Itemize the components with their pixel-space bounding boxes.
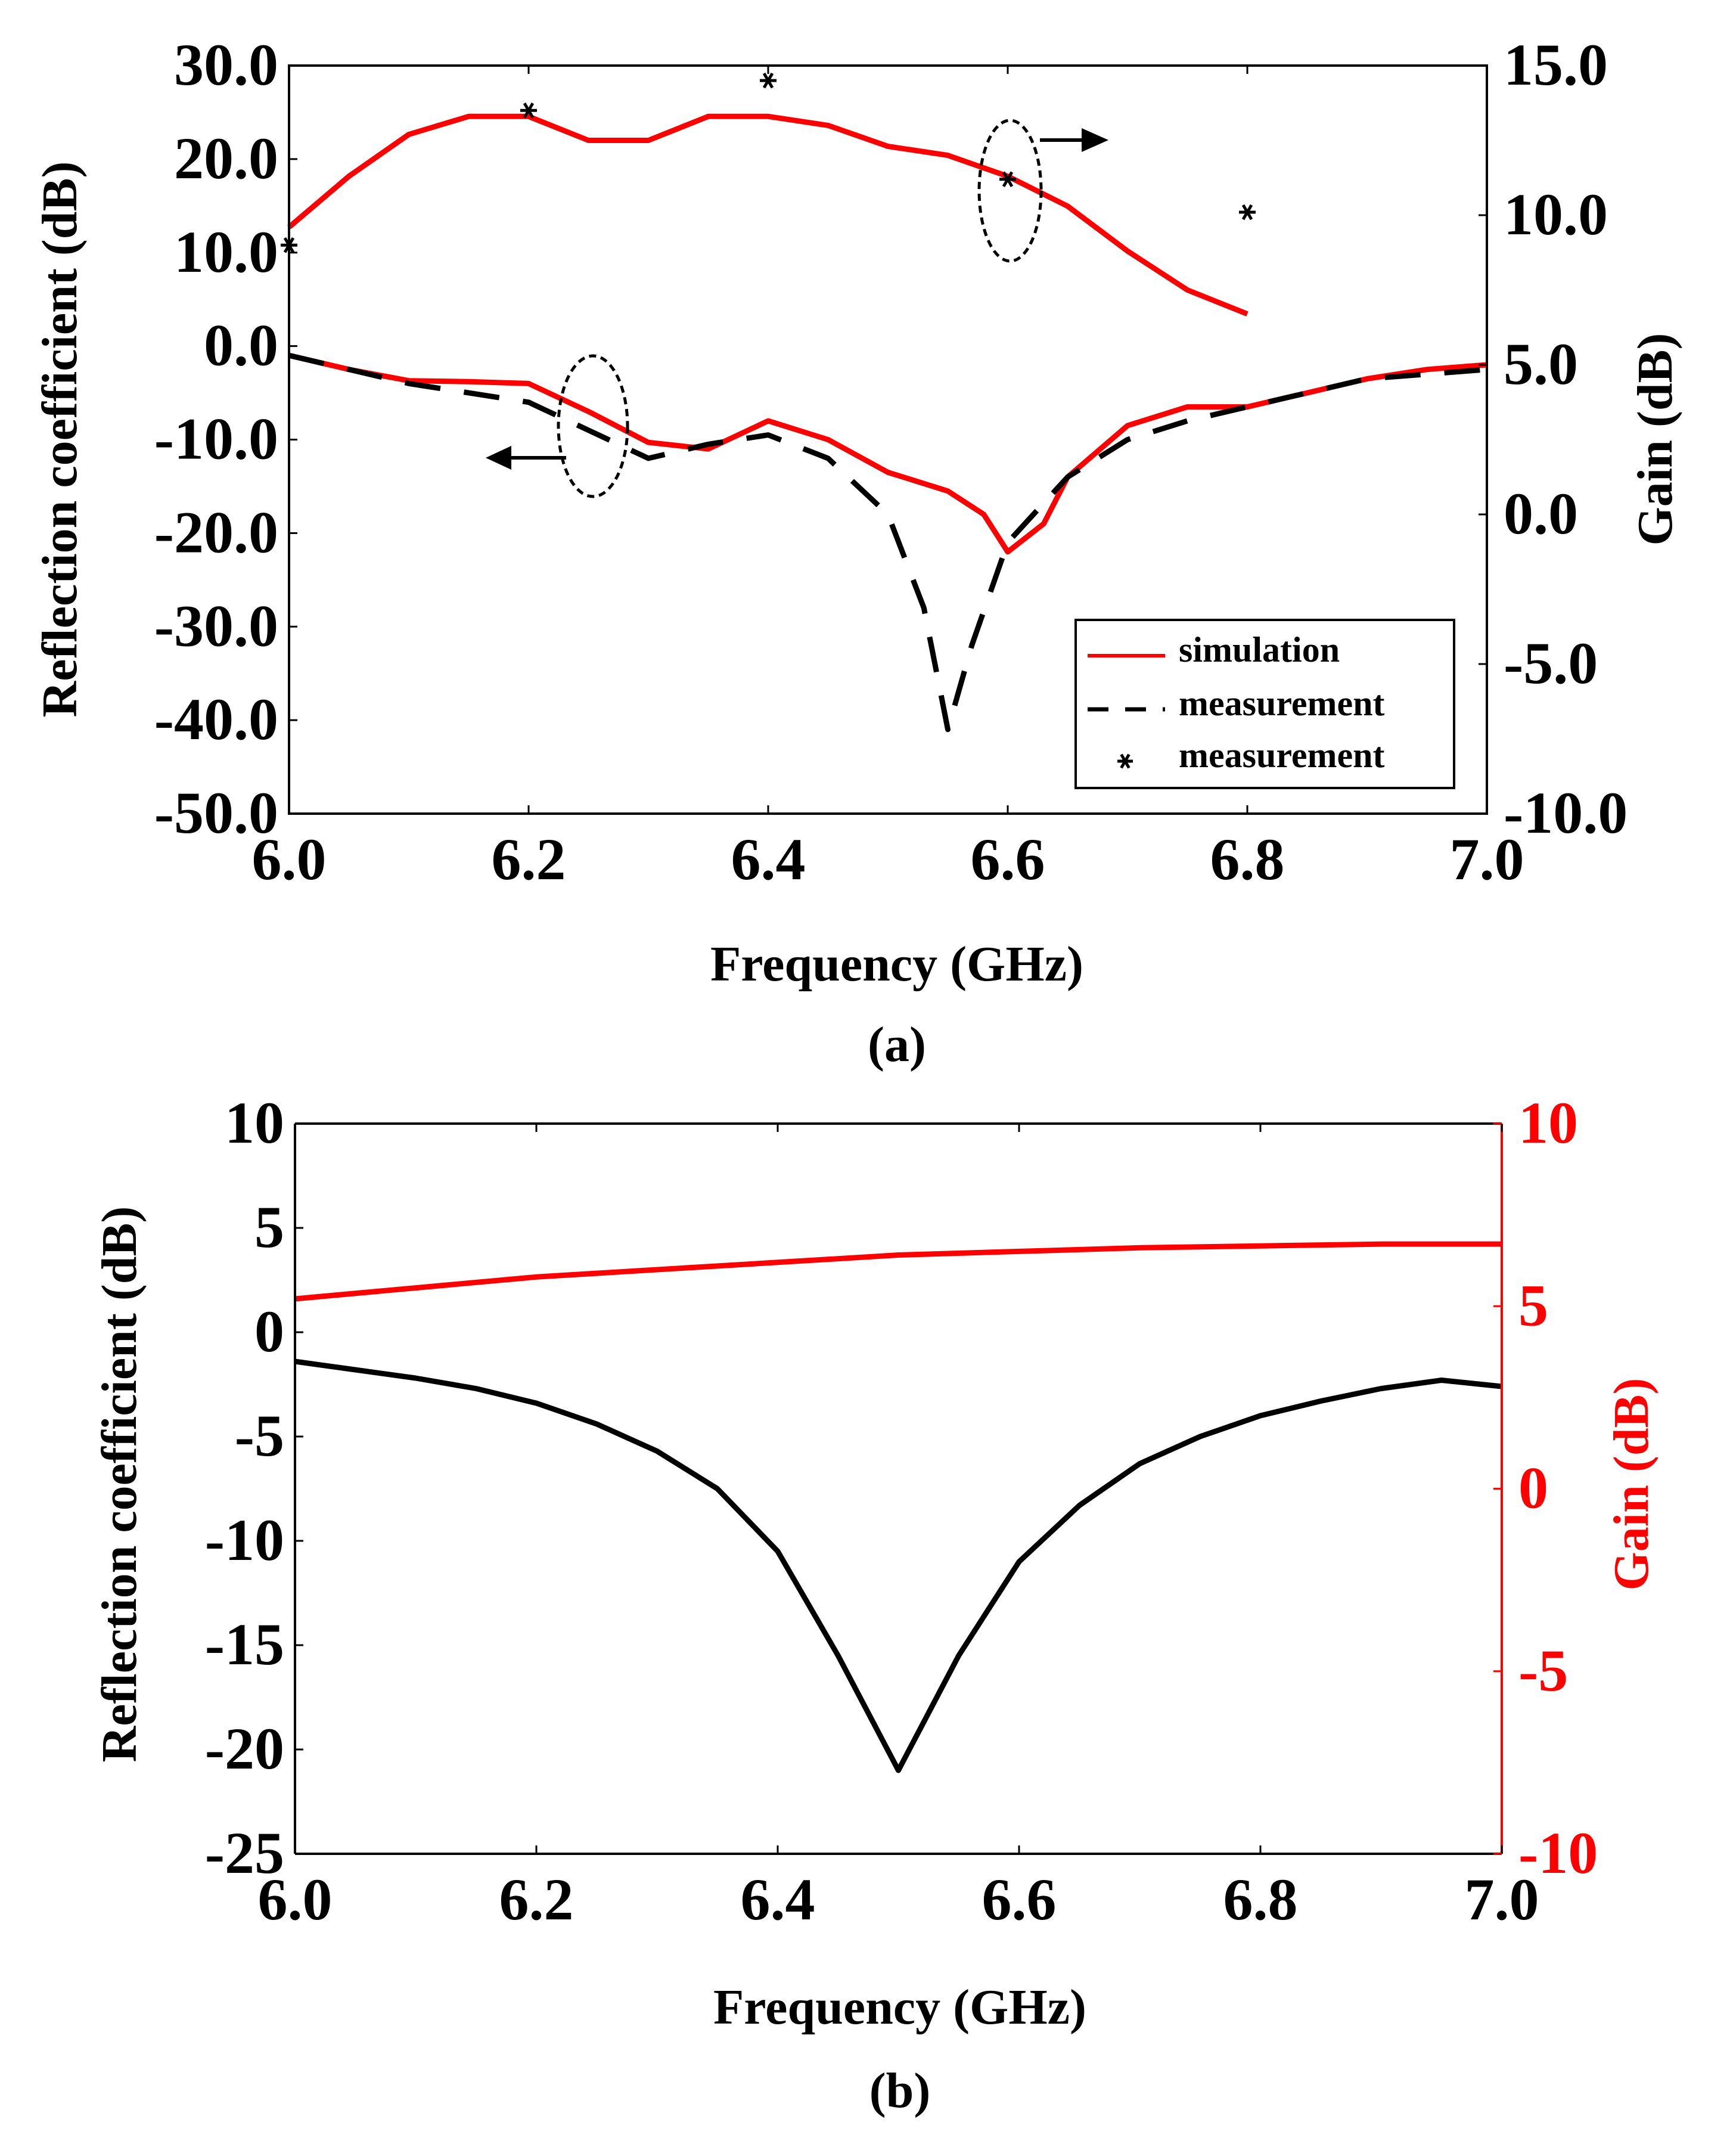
panel-b-x-tick-label: 6.8 <box>1223 1866 1298 1932</box>
panel-a-series-measurement-gain-point <box>1239 204 1256 221</box>
panel-a-y-tick-label: -10.0 <box>154 406 278 472</box>
panel-b-y2-tick-label: 5 <box>1518 1272 1548 1338</box>
panel-b-series-gain-line <box>294 1241 1502 1302</box>
panel-a-series-measurement-gain-point <box>999 171 1016 188</box>
panel-a-y2-tick-label: -5.0 <box>1504 630 1598 696</box>
panel-b-y-tick-label: -20 <box>205 1716 284 1782</box>
panel-a-x-tick-label: 6.0 <box>252 826 327 892</box>
panel-a-y-tick-label: 0.0 <box>204 312 278 379</box>
panel-b-y-tick-label: 0 <box>254 1298 284 1364</box>
panel-a-y-tick-label: 30.0 <box>174 32 278 98</box>
panel-a-series-measurement-gain-point <box>760 72 777 89</box>
panel-a-y-tick-label: -50.0 <box>154 780 278 846</box>
panel-b-x-tick-label: 6.2 <box>499 1866 574 1932</box>
panel-b-series-reflection-coefficient-line <box>294 1358 1502 1773</box>
panel-b-y2-tick-label: -5 <box>1518 1637 1568 1704</box>
panel-b-y-axis-title: Reflection coefficient (dB) <box>92 1206 147 1763</box>
panel-a-y-tick-label: -30.0 <box>154 592 278 659</box>
panel-a-ellipse-reflection-group <box>557 354 629 498</box>
panel-a-y-tick-label: -20.0 <box>154 499 278 565</box>
panel-a-y2-axis-title: Gain (dB) <box>1628 333 1683 545</box>
panel-a-arrow-right-icon <box>1082 128 1108 152</box>
panel-a-label: (a) <box>868 1017 926 1072</box>
panel-b-y2-tick-label: -10 <box>1518 1820 1598 1886</box>
panel-a-y2-tick-label: 0.0 <box>1504 480 1578 547</box>
panel-b-y2-tick-label: 0 <box>1518 1455 1548 1521</box>
panel-a-x-tick-label: 6.8 <box>1210 826 1285 892</box>
panel-a-series-measurement-line <box>288 352 1487 733</box>
panel-a-y2-tick-label: -10.0 <box>1504 780 1628 846</box>
panel-a-ellipse-gain-group <box>977 119 1043 263</box>
panel-b-label: (b) <box>869 2063 931 2118</box>
panel-b-x-tick-label: 6.0 <box>258 1866 333 1932</box>
panel-b-series-layer <box>294 1241 1502 1773</box>
panel-b-x-tick-label: 7.0 <box>1465 1866 1539 1932</box>
panel-a-y-tick-label: 10.0 <box>174 219 278 285</box>
panel-a-x-tick-label: 7.0 <box>1450 826 1524 892</box>
panel-a-y-tick-label: 20.0 <box>174 125 278 191</box>
panel-a-series-layer <box>281 72 1487 733</box>
legend-label-simulation: simulation <box>1179 630 1340 669</box>
panel-a-x-tick-label: 6.6 <box>971 826 1045 892</box>
legend-label-measurement-star: measurement <box>1179 736 1384 775</box>
panel-a-ticks-layer: 6.0 6.2 6.4 6.6 6.8 7.0 30.0 20.0 10.0 0.0 -10.0 -2… <box>154 32 1628 892</box>
panel-b-x-tick-label: 6.6 <box>982 1866 1057 1932</box>
legend-label-measurement-dashed: measurement <box>1179 684 1384 723</box>
panel-a-legend-box <box>1074 619 1455 789</box>
panel-a-chart: 6.0 6.2 6.4 6.6 6.8 7.0 30.0 20.0 10.0 0.0 -10.0 -2… <box>32 32 1683 1072</box>
panel-a-x-tick-label: 6.2 <box>492 826 566 892</box>
panel-a-series-simulation-gain-line <box>287 113 1248 317</box>
panel-a-y-tick-label: -40.0 <box>154 686 278 752</box>
panel-b-y-tick-label: 10 <box>225 1090 284 1156</box>
panel-b-ticks-layer: 6.0 6.2 6.4 6.6 6.8 7.0 10 5 0 -5 -10 -15 -20 -25 10 5 0… <box>205 1090 1598 1932</box>
panel-a-x-axis-title: Frequency (GHz) <box>710 936 1083 992</box>
panel-a-y2-tick-label: 5.0 <box>1504 331 1578 397</box>
panel-a-y2-tick-label: 15.0 <box>1504 32 1608 98</box>
panel-a-series-measurement-gain-point <box>520 103 537 119</box>
panel-a-y-axis-title: Reflection coefficient (dB) <box>32 162 88 718</box>
panel-b-y2-axis-title: Gain (dB) <box>1604 1378 1659 1590</box>
panel-b-y-tick-label: -5 <box>235 1403 284 1469</box>
panel-b-y-tick-label: 5 <box>254 1194 284 1260</box>
panel-b-y-tick-label: -25 <box>205 1820 284 1886</box>
panel-b-chart: 6.0 6.2 6.4 6.6 6.8 7.0 10 5 0 -5 -10 -15 -20 -25 10 5 0… <box>92 1090 1659 2118</box>
panel-a-series-simulation-line <box>288 352 1487 555</box>
panel-a-x-tick-label: 6.4 <box>731 826 806 892</box>
panel-b-x-axis-title: Frequency (GHz) <box>713 1980 1086 2035</box>
panel-b-y-tick-label: -10 <box>205 1507 284 1573</box>
panel-b-y2-tick-label: 10 <box>1518 1090 1578 1156</box>
panel-a-arrow-left-icon <box>486 446 511 470</box>
panel-b-y-tick-label: -15 <box>205 1611 284 1677</box>
panel-a-y2-tick-label: 10.0 <box>1504 181 1608 247</box>
panel-b-x-tick-label: 6.4 <box>741 1866 815 1932</box>
legend-swatch-measurement-star <box>1117 753 1133 769</box>
panel-a-legend: simulation measurement measurement <box>1074 619 1455 789</box>
